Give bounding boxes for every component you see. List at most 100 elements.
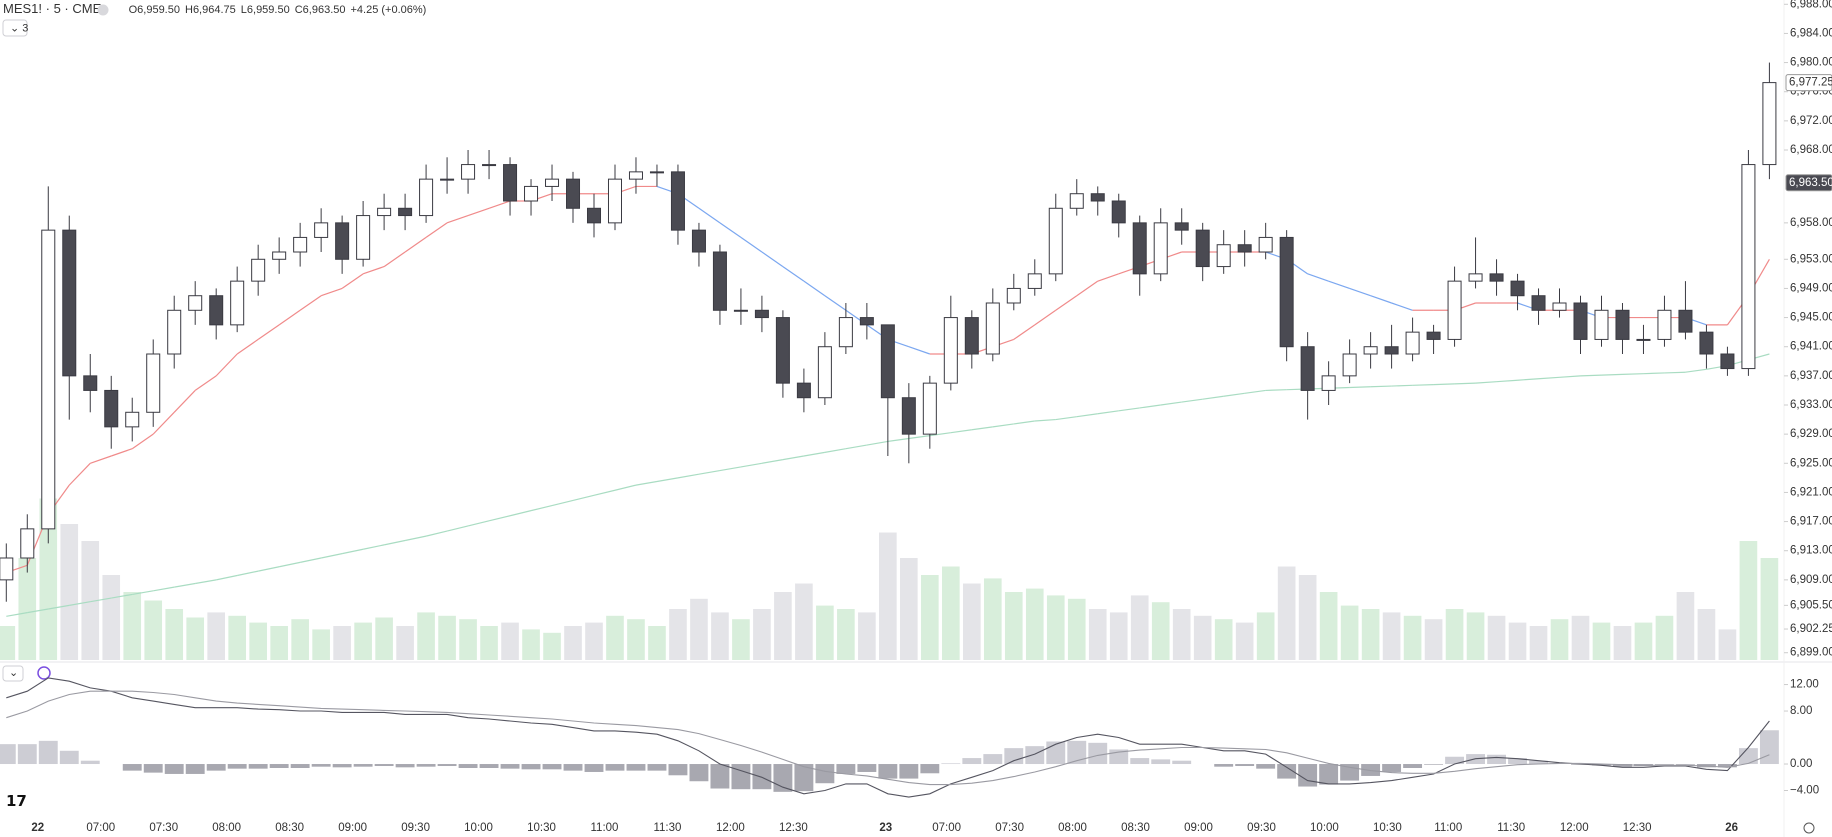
volume-bar [1046,595,1065,660]
candle-body [524,185,539,202]
volume-bar [60,524,79,660]
volume-bar [543,632,561,660]
histogram-bar [80,760,100,765]
sync-icon[interactable] [37,666,51,680]
volume-bar [816,605,834,660]
candle-body [566,178,581,209]
candle-body [1531,295,1546,311]
candle-body [1363,346,1378,355]
histogram-bar [1256,764,1276,769]
volume-bar [0,626,16,660]
candle-body [1069,193,1084,209]
histogram-bar [374,764,394,767]
moving-average [173,390,196,413]
moving-average [530,504,553,512]
volume-bar [858,612,876,660]
x-tick-label: 12:30 [779,822,808,834]
volume-bar [522,629,540,660]
volume-bar [18,558,37,660]
moving-average [278,309,301,326]
moving-average [803,451,825,457]
candle-body [1048,207,1063,275]
volume-bar [165,609,184,660]
moving-average [1349,287,1371,297]
moving-average [131,433,154,450]
moving-average [866,440,888,446]
candle-body [670,171,685,231]
volume-bar [1550,619,1569,660]
settings-icon[interactable] [1803,822,1815,834]
indicator-toggle[interactable] [2,19,28,37]
candle-body [859,317,874,326]
x-tick-label: 07:00 [86,822,115,834]
moving-average [656,477,679,483]
histogram-bar [920,764,940,774]
moving-average [950,429,972,434]
volume-bar [123,592,142,660]
volume-bar [711,612,729,660]
moving-average [279,561,301,568]
moving-average [1160,401,1182,406]
histogram-bar [1172,760,1192,765]
moving-average [1013,420,1035,425]
volume-bar [1025,588,1044,660]
volume-bar [1088,609,1107,660]
histogram-bar [248,764,268,769]
symbol: MES1! · 5 · CME [3,1,102,16]
candle-body [1027,273,1042,289]
candle-body [440,178,455,181]
volume-bar [1697,609,1716,660]
moving-average [1643,372,1665,375]
y-tick-label: 6,941.00 [1790,341,1832,353]
moving-average [992,423,1014,428]
histogram-bar [962,758,982,765]
y-tick-label: 6,984.00 [1790,27,1832,39]
moving-average [635,480,658,486]
volume-bar [606,615,624,660]
moving-average [1097,273,1119,282]
candle-body [1573,302,1588,340]
volume-bar [983,578,1002,660]
moving-average [593,489,616,496]
volume-bar [480,626,498,660]
volume-bar [1067,598,1086,660]
candle-body [1321,375,1336,391]
moving-average [1685,368,1707,373]
candle-body [1006,287,1021,304]
y-tick-label: 6,929.00 [1790,428,1832,440]
moving-average [321,553,343,559]
moving-average [1076,280,1099,297]
candle-body [1279,236,1294,348]
y-tick-label: 6,953.00 [1790,253,1832,265]
moving-average [572,494,595,502]
volume-bar [1634,622,1653,660]
moving-average [1601,373,1623,376]
moving-average [404,236,427,253]
moving-average [887,437,909,443]
histogram-bar [983,754,1003,765]
candle-body [1174,222,1189,231]
volume-bar [312,629,330,660]
moving-average [1181,398,1203,403]
moving-average [1580,374,1602,377]
histogram-bar [1214,764,1234,767]
candle-body [230,280,245,326]
volume-bar [1739,541,1758,660]
moving-average [1517,378,1539,381]
x-tick-label: 10:30 [1373,822,1402,834]
volume-bar [669,609,687,660]
moving-average [362,266,385,275]
moving-average [929,432,951,437]
volume-bar [1403,615,1422,660]
pane-collapse[interactable] [2,665,24,682]
candle-body [1552,302,1567,311]
moving-average [27,608,49,614]
x-tick-label: 08:30 [1121,822,1150,834]
y-tick-label: −4.00 [1790,785,1819,797]
candle-body [1510,280,1525,297]
histogram-bar [941,763,961,765]
volume-bar [1277,566,1296,660]
ohlc-value: 6,963.50 [303,4,346,16]
histogram-bar [1529,760,1548,765]
histogram-bar [1487,754,1506,765]
